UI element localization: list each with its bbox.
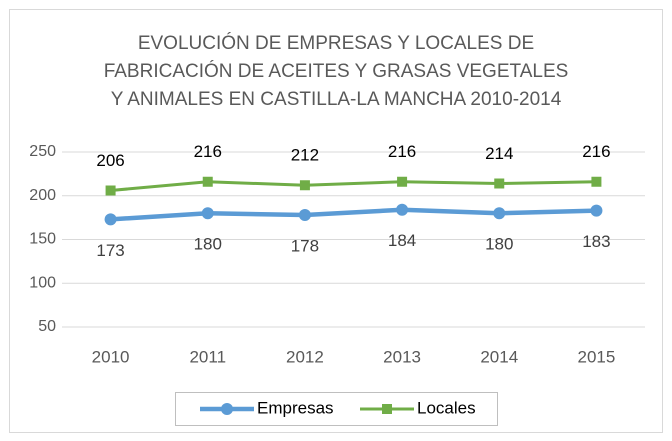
data-point <box>396 203 409 216</box>
y-tick-label: 200 <box>29 187 56 204</box>
data-point <box>299 180 310 191</box>
data-label: 178 <box>291 236 319 255</box>
data-point <box>298 209 311 221</box>
data-label: 216 <box>582 142 610 161</box>
data-label: 173 <box>96 241 124 260</box>
legend-label: Locales <box>417 398 476 417</box>
data-label: 216 <box>388 142 416 161</box>
legend-marker <box>382 404 392 414</box>
data-point <box>397 176 408 187</box>
x-tick-label: 2015 <box>578 347 616 366</box>
data-label: 214 <box>485 144 513 163</box>
y-tick-label: 100 <box>29 274 56 291</box>
series-line <box>110 180 597 192</box>
data-label: 180 <box>194 235 222 254</box>
y-tick-label: 50 <box>38 318 56 335</box>
x-tick-label: 2011 <box>189 347 226 366</box>
data-label: 184 <box>388 231 416 250</box>
data-point <box>493 207 506 220</box>
data-label: 183 <box>582 232 610 251</box>
data-point <box>494 178 505 189</box>
x-tick-label: 2010 <box>92 347 130 366</box>
x-tick-label: 2013 <box>383 347 421 366</box>
x-tick-label: 2012 <box>286 347 324 366</box>
data-point <box>104 213 117 226</box>
x-tick-label: 2014 <box>480 347 518 366</box>
data-label: 212 <box>291 146 319 165</box>
y-tick-label: 250 <box>29 143 56 160</box>
data-label: 206 <box>96 151 124 170</box>
series-line <box>110 207 597 222</box>
data-point <box>105 185 116 196</box>
data-label: 216 <box>194 142 222 161</box>
legend-label: Empresas <box>257 398 334 417</box>
data-point <box>201 207 214 220</box>
chart-title: EVOLUCIÓN DE EMPRESAS Y LOCALES DE FABRI… <box>103 33 569 110</box>
data-point <box>202 176 213 187</box>
y-tick-label: 150 <box>29 231 56 248</box>
data-point <box>590 204 603 217</box>
data-label: 180 <box>485 235 513 254</box>
legend-marker <box>221 403 233 415</box>
data-point <box>591 176 602 187</box>
